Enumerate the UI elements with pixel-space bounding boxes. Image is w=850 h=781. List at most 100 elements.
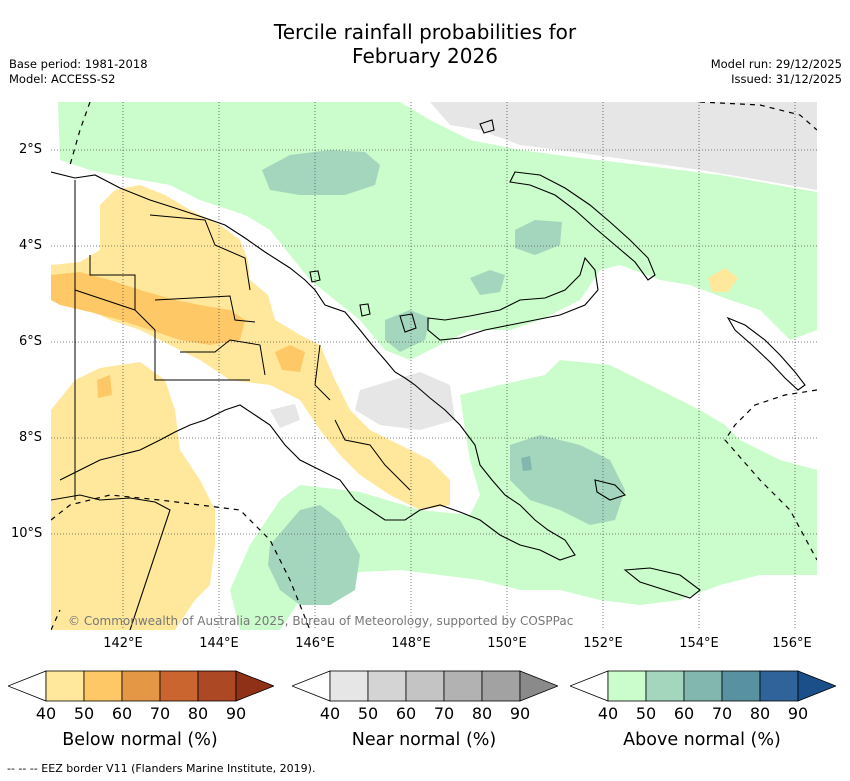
colorbar-tick-label: 80 <box>749 704 771 723</box>
province-borders <box>74 180 411 500</box>
colorbar-tick-label: 60 <box>111 704 133 723</box>
colorbar-tick-label: 90 <box>787 704 809 723</box>
colorbar-extend-high <box>235 670 274 702</box>
above-normal-50-region <box>470 270 505 295</box>
above-normal-50-region <box>268 505 360 605</box>
colorbar-tick-label: 90 <box>509 704 531 723</box>
small-island <box>399 313 417 333</box>
above-normal-label: Above normal (%) <box>623 730 781 750</box>
colorbar-segment <box>197 670 237 702</box>
colorbar-tick-label: 90 <box>225 704 247 723</box>
colorbar-extend-low <box>8 670 47 702</box>
eez-borders <box>51 102 817 630</box>
new-britain-coastline <box>427 256 599 341</box>
lon-label: 152°E <box>583 636 623 651</box>
near-normal-label: Near normal (%) <box>351 730 497 750</box>
below-normal-label: Below normal (%) <box>62 730 218 750</box>
colorbar-segment <box>121 670 161 702</box>
colorbar-segment <box>367 670 407 702</box>
below-normal-50-region <box>97 375 112 398</box>
coastlines <box>51 119 806 630</box>
base-info: Base period: 1981-2018 Model: ACCESS-S2 <box>9 57 148 87</box>
colorbar-segment <box>721 670 761 702</box>
colorbar-segment <box>45 670 85 702</box>
new-guinea-coastline <box>51 171 576 561</box>
colorbar-tick-label: 70 <box>149 704 171 723</box>
colorbar-segment <box>405 670 445 702</box>
colorbar-extend-low <box>570 670 609 702</box>
colorbar-tick-label: 60 <box>395 704 417 723</box>
colorbar-segment <box>159 670 199 702</box>
colorbar-tick-label: 70 <box>433 704 455 723</box>
colorbar-extend-high <box>519 670 558 702</box>
colorbar-tick-label: 50 <box>635 704 657 723</box>
map-title-line1: Tercile rainfall probabilities for <box>273 20 577 44</box>
colorbar-tick-label: 80 <box>187 704 209 723</box>
map-title-line2: February 2026 <box>352 44 498 68</box>
small-island <box>309 270 321 283</box>
copyright-notice: © Commonwealth of Australia 2025, Bureau… <box>68 614 574 628</box>
model-name: Model: ACCESS-S2 <box>9 72 116 86</box>
colorbar-segment <box>83 670 123 702</box>
torres-strait-coastline <box>51 494 171 630</box>
near-normal-region <box>430 102 817 190</box>
lat-label: 8°S <box>19 430 43 445</box>
near-normal-region <box>355 372 455 430</box>
colorbar-segment <box>759 670 799 702</box>
above-normal-60-region <box>521 456 532 471</box>
model-run-date: Model run: 29/12/2025 <box>710 57 842 71</box>
colorbar-segment <box>645 670 685 702</box>
colorbar-segment <box>683 670 723 702</box>
above-normal-50-region <box>515 220 562 255</box>
below-normal-50-region <box>275 345 305 372</box>
lat-label: 2°S <box>19 142 43 157</box>
small-island <box>594 479 627 501</box>
lon-label: 156°E <box>772 636 812 651</box>
gridlines <box>51 102 817 630</box>
colorbar-tick-label: 50 <box>357 704 379 723</box>
colorbar-tick-label: 50 <box>73 704 95 723</box>
eez-footnote: -- -- -- EEZ border V11 (Flanders Marine… <box>7 762 316 775</box>
colorbar-tick-label: 80 <box>471 704 493 723</box>
above-normal-50-region <box>510 435 625 525</box>
lat-label: 4°S <box>19 238 43 253</box>
colorbar-tick-label: 40 <box>35 704 57 723</box>
bougainville-coastline <box>726 316 806 391</box>
lon-label: 144°E <box>199 636 239 651</box>
colorbar-tick-label: 40 <box>597 704 619 723</box>
below-normal-region <box>708 268 738 292</box>
lon-label: 150°E <box>487 636 527 651</box>
above-normal-region <box>230 360 817 630</box>
colorbar-segment <box>329 670 369 702</box>
colorbar-tick-label: 60 <box>673 704 695 723</box>
lon-label: 142°E <box>103 636 143 651</box>
lat-label: 10°S <box>11 526 43 541</box>
below-normal-region <box>51 362 215 630</box>
colorbar-segment <box>607 670 647 702</box>
below-normal-50-region <box>51 272 245 345</box>
small-island <box>623 567 701 599</box>
colorbar-segment <box>443 670 483 702</box>
lon-label: 146°E <box>295 636 335 651</box>
above-normal-colorbar <box>570 670 836 702</box>
new-ireland-coastline <box>509 171 656 281</box>
lon-label: 154°E <box>679 636 719 651</box>
manus-coastline <box>479 119 495 134</box>
map-panel <box>51 102 817 630</box>
issued-date: Issued: 31/12/2025 <box>731 72 842 86</box>
base-period: Base period: 1981-2018 <box>9 57 148 71</box>
near-normal-region <box>270 404 300 428</box>
colorbar-segment <box>481 670 521 702</box>
colorbar-extend-low <box>292 670 331 702</box>
colorbar-tick-label: 40 <box>319 704 341 723</box>
below-normal-colorbar <box>8 670 274 702</box>
run-info: Model run: 29/12/2025 Issued: 31/12/2025 <box>711 57 842 87</box>
colorbar-extend-high <box>797 670 836 702</box>
above-normal-50-region <box>262 150 380 195</box>
small-island <box>359 303 371 317</box>
near-normal-colorbar <box>292 670 558 702</box>
above-normal-region <box>58 102 817 360</box>
lon-label: 148°E <box>391 636 431 651</box>
colorbar-tick-label: 70 <box>711 704 733 723</box>
